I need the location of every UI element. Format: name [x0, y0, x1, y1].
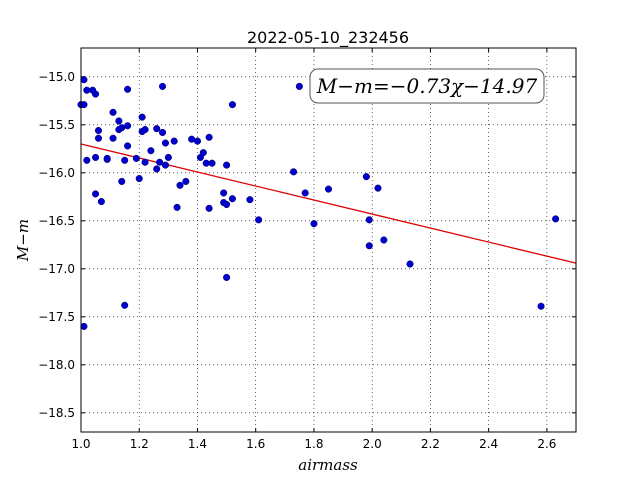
data-point [182, 177, 190, 185]
data-point [365, 216, 373, 224]
annotation-box [309, 68, 545, 104]
data-point [176, 181, 184, 189]
y-tick-label: −17.0 [38, 262, 75, 276]
data-point [295, 82, 303, 90]
data-point [228, 195, 236, 203]
y-axis-label: M−m [14, 219, 32, 262]
data-point [208, 159, 216, 167]
chart-title: 2022-05-10_232456 [247, 28, 409, 48]
x-axis-label: airmass [298, 456, 358, 474]
plot-frame [80, 47, 577, 433]
data-point [124, 142, 132, 150]
data-point [156, 158, 164, 166]
data-point [161, 139, 169, 147]
x-tick-label: 1.0 [71, 437, 90, 451]
data-point [246, 196, 254, 204]
data-point [223, 161, 231, 169]
y-tick-label: −15.5 [38, 118, 75, 132]
data-point [109, 134, 117, 142]
x-tick-label: 1.8 [304, 437, 323, 451]
data-point [153, 125, 161, 133]
data-point [92, 153, 100, 161]
data-point [97, 198, 105, 206]
data-point [158, 128, 167, 137]
data-point [255, 216, 263, 224]
data-point [153, 165, 161, 173]
y-tick-label: −16.0 [38, 166, 75, 180]
data-points [77, 76, 560, 330]
y-tick-label: −16.5 [38, 214, 75, 228]
data-point [552, 215, 560, 223]
data-point [193, 137, 202, 145]
data-point [94, 134, 103, 142]
data-point [124, 122, 132, 130]
data-point [173, 203, 181, 211]
data-point [301, 189, 309, 197]
data-point [223, 200, 231, 209]
data-point [537, 302, 545, 310]
data-point [118, 177, 126, 185]
data-point [138, 113, 146, 121]
data-point [205, 133, 213, 141]
y-tick-label: −15.0 [38, 70, 75, 84]
data-point [158, 82, 167, 90]
data-point [141, 126, 149, 134]
x-tick-label: 2.0 [363, 437, 382, 451]
data-point [161, 161, 169, 169]
data-point [80, 101, 88, 109]
data-point [228, 101, 236, 109]
data-point [365, 242, 373, 250]
x-tick-label: 2.6 [537, 437, 556, 451]
y-axis-ticks: −15.0 −15.5 −16.0 −16.5 −17.0 −17.5 −18.0 −18.5 [38, 70, 576, 420]
data-point [124, 85, 132, 93]
data-point [310, 220, 318, 228]
data-point [92, 90, 100, 98]
data-point [92, 190, 100, 198]
data-point [170, 137, 178, 145]
data-point [94, 127, 103, 135]
data-point [147, 147, 155, 155]
data-point [115, 117, 123, 125]
data-point [80, 76, 88, 84]
data-point [374, 184, 382, 192]
data-point [223, 273, 231, 281]
fit-annotation: M−m=−0.73χ−14.97 [309, 68, 545, 104]
x-tick-label: 1.4 [188, 437, 207, 451]
data-point [103, 154, 111, 162]
data-point [164, 153, 172, 161]
data-point [109, 108, 117, 116]
annotation-text: M−m=−0.73χ−14.97 [316, 74, 538, 98]
data-point [135, 175, 143, 183]
plot-area [81, 48, 576, 432]
y-tick-label: −17.5 [38, 310, 75, 324]
data-point [324, 185, 333, 193]
data-point [380, 236, 388, 244]
data-point [205, 204, 213, 212]
data-point [83, 156, 91, 164]
data-point [406, 260, 414, 268]
data-point [121, 301, 129, 309]
data-point [220, 189, 228, 197]
x-tick-label: 2.4 [479, 437, 498, 451]
data-point [290, 168, 298, 176]
data-point [362, 173, 370, 181]
x-tick-label: 2.2 [421, 437, 440, 451]
data-point [132, 154, 140, 162]
data-point [80, 322, 88, 330]
y-tick-label: −18.5 [38, 406, 75, 420]
data-point [121, 156, 129, 164]
data-point [199, 149, 207, 157]
y-tick-label: −18.0 [38, 358, 75, 372]
x-tick-label: 1.6 [246, 437, 265, 451]
data-point [141, 158, 149, 166]
x-tick-label: 1.2 [130, 437, 149, 451]
